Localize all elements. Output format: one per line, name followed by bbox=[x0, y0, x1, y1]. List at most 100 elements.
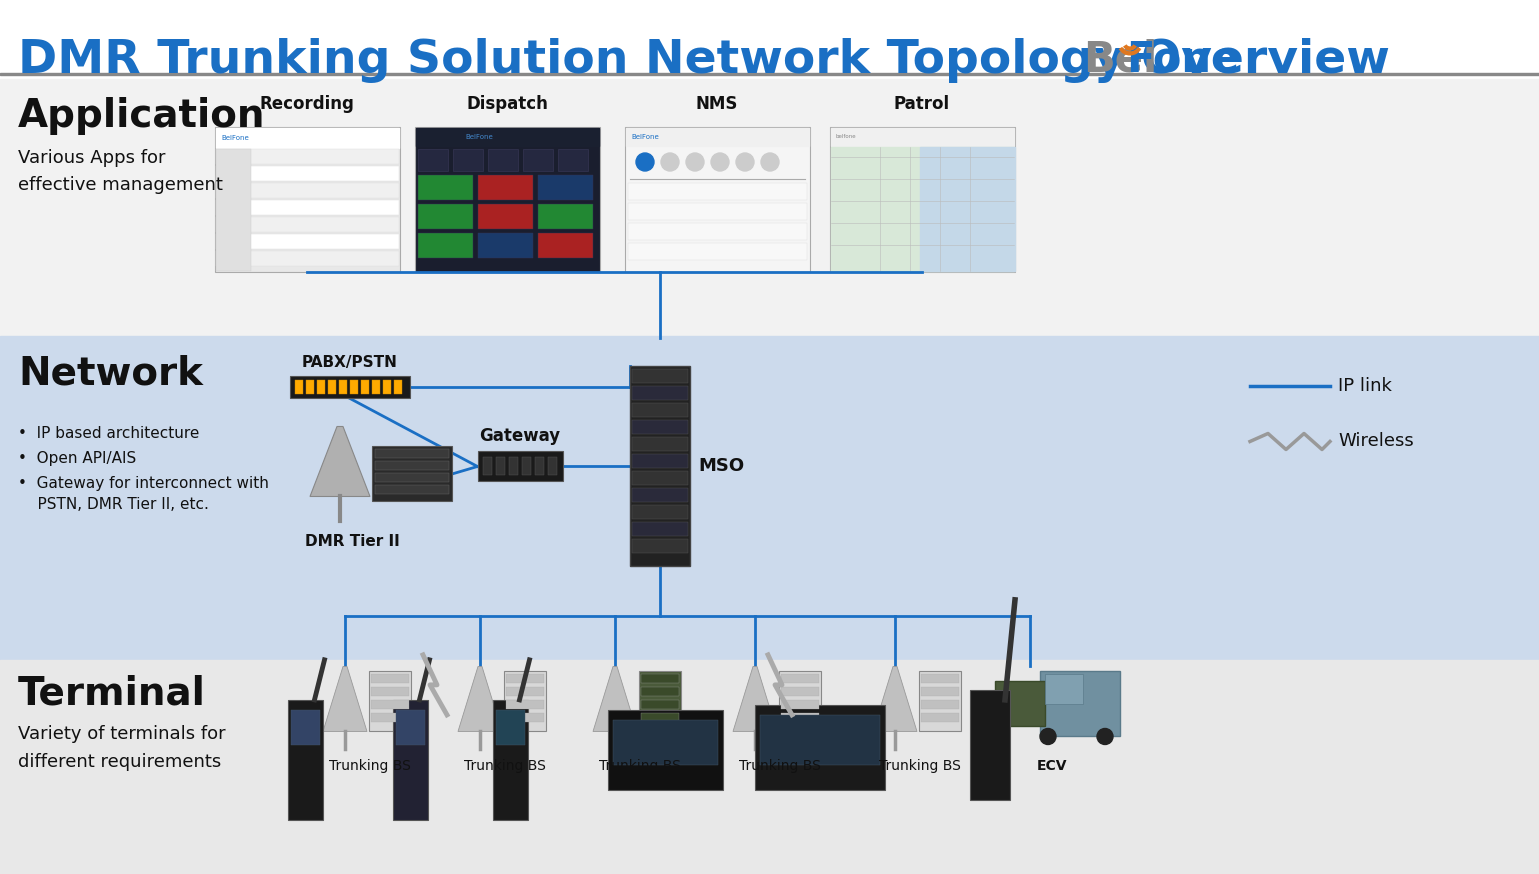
Text: DMR Trunking Solution Network Topology Overview: DMR Trunking Solution Network Topology O… bbox=[18, 38, 1390, 83]
Bar bbox=[633, 489, 688, 503]
Bar bbox=[488, 149, 519, 171]
Text: Trunking BS: Trunking BS bbox=[329, 760, 411, 773]
Text: Patrol: Patrol bbox=[894, 95, 950, 113]
Bar bbox=[419, 204, 472, 229]
Bar bbox=[831, 147, 1014, 271]
Text: Trunking BS: Trunking BS bbox=[879, 760, 960, 773]
Bar bbox=[548, 457, 557, 475]
Bar bbox=[396, 710, 425, 745]
Bar bbox=[628, 243, 806, 260]
Text: Fone: Fone bbox=[1127, 38, 1239, 80]
Circle shape bbox=[736, 153, 754, 171]
Bar bbox=[642, 713, 679, 723]
Bar bbox=[628, 223, 806, 240]
Bar bbox=[392, 700, 428, 820]
Bar bbox=[477, 452, 562, 482]
Bar bbox=[479, 175, 532, 200]
Circle shape bbox=[711, 153, 729, 171]
Bar bbox=[306, 380, 314, 394]
Bar bbox=[920, 713, 959, 723]
Bar bbox=[371, 700, 409, 710]
Bar bbox=[328, 380, 336, 394]
Polygon shape bbox=[323, 667, 366, 732]
Text: Various Apps for
effective management: Various Apps for effective management bbox=[18, 149, 223, 194]
Bar bbox=[642, 700, 679, 710]
Bar bbox=[830, 127, 1016, 272]
Bar bbox=[633, 420, 688, 434]
Bar bbox=[479, 204, 532, 229]
Bar bbox=[215, 234, 399, 249]
Bar bbox=[625, 127, 810, 272]
Bar bbox=[506, 688, 543, 697]
Text: ECV: ECV bbox=[1037, 760, 1067, 773]
Circle shape bbox=[760, 153, 779, 171]
Bar bbox=[416, 128, 599, 146]
Bar bbox=[920, 700, 959, 710]
Bar bbox=[339, 380, 346, 394]
Bar bbox=[539, 204, 593, 229]
Bar bbox=[633, 523, 688, 537]
Bar bbox=[534, 457, 543, 475]
Bar bbox=[496, 710, 525, 745]
Bar bbox=[831, 128, 1014, 146]
Text: PABX/PSTN: PABX/PSTN bbox=[302, 356, 399, 371]
Bar bbox=[508, 457, 517, 475]
Text: IP link: IP link bbox=[1337, 378, 1391, 396]
Text: BelFone: BelFone bbox=[631, 134, 659, 140]
Bar bbox=[376, 474, 449, 482]
Bar bbox=[215, 128, 399, 148]
Bar bbox=[780, 688, 819, 697]
Bar bbox=[215, 251, 399, 266]
Bar bbox=[419, 233, 472, 258]
Text: BelFone: BelFone bbox=[465, 134, 492, 140]
Bar bbox=[215, 200, 399, 215]
Bar bbox=[642, 675, 679, 683]
Bar bbox=[633, 386, 688, 400]
Polygon shape bbox=[733, 667, 777, 732]
Circle shape bbox=[660, 153, 679, 171]
Bar bbox=[349, 380, 359, 394]
Text: Variety of terminals for
different requirements: Variety of terminals for different requi… bbox=[18, 725, 226, 771]
Text: Gateway: Gateway bbox=[480, 427, 560, 446]
Bar bbox=[626, 128, 810, 146]
Bar bbox=[376, 485, 449, 495]
Bar bbox=[215, 127, 400, 272]
Bar bbox=[780, 675, 819, 683]
Bar bbox=[633, 370, 688, 384]
Text: Trunking BS: Trunking BS bbox=[739, 760, 820, 773]
Circle shape bbox=[1040, 729, 1056, 745]
Bar bbox=[479, 233, 532, 258]
Text: Trunking BS: Trunking BS bbox=[465, 760, 546, 773]
Bar bbox=[559, 149, 588, 171]
Text: DMR Tier II: DMR Tier II bbox=[305, 535, 400, 550]
Bar bbox=[506, 675, 543, 683]
Bar bbox=[633, 471, 688, 485]
Bar bbox=[215, 149, 251, 271]
Bar bbox=[483, 457, 491, 475]
Circle shape bbox=[636, 153, 654, 171]
Bar bbox=[629, 366, 689, 566]
Bar bbox=[419, 149, 448, 171]
Text: belfone: belfone bbox=[836, 135, 857, 140]
Text: Wireless: Wireless bbox=[1337, 433, 1414, 450]
Bar bbox=[628, 203, 806, 220]
Bar bbox=[919, 671, 960, 732]
Bar bbox=[371, 675, 409, 683]
Bar bbox=[780, 713, 819, 723]
Text: •  Gateway for interconnect with
    PSTN, DMR Tier II, etc.: • Gateway for interconnect with PSTN, DM… bbox=[18, 476, 269, 512]
Bar bbox=[523, 149, 553, 171]
Bar bbox=[503, 671, 546, 732]
Polygon shape bbox=[873, 667, 917, 732]
Bar bbox=[0, 0, 1539, 74]
Polygon shape bbox=[459, 667, 502, 732]
Bar bbox=[394, 380, 402, 394]
Polygon shape bbox=[309, 427, 369, 496]
Bar bbox=[756, 704, 885, 790]
Polygon shape bbox=[593, 667, 637, 732]
Bar bbox=[372, 380, 380, 394]
Bar bbox=[920, 675, 959, 683]
Bar bbox=[633, 505, 688, 519]
Bar bbox=[539, 175, 593, 200]
Bar bbox=[633, 438, 688, 452]
Text: Recording: Recording bbox=[260, 95, 354, 113]
